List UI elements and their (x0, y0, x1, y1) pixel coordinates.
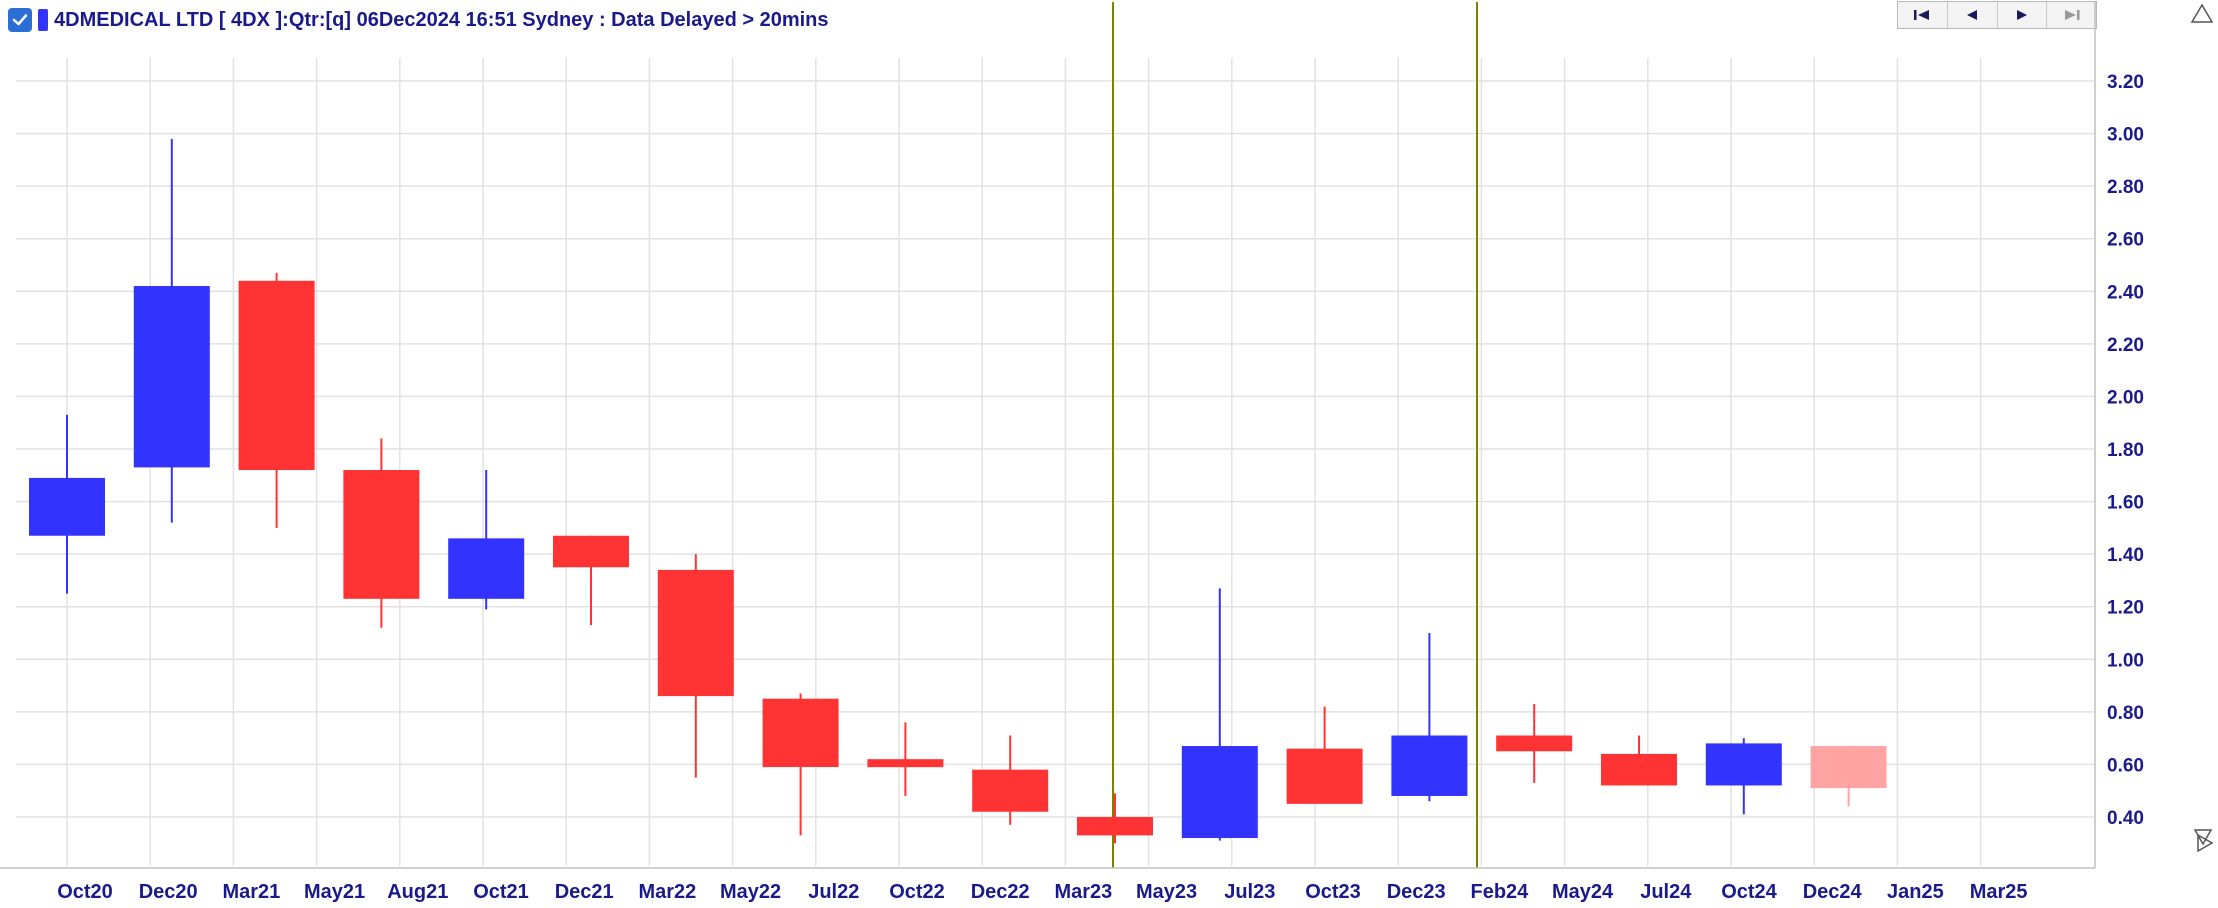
y-tick-label: 2.60 (2107, 230, 2144, 251)
candle[interactable] (1391, 633, 1468, 802)
series-color-swatch (38, 9, 48, 31)
candle[interactable] (867, 722, 944, 796)
x-tick-label: May24 (1552, 881, 1614, 903)
candle-body (1286, 748, 1363, 804)
chart-title: 4DMEDICAL LTD [ 4DX ]:Qtr:[q] 06Dec2024 … (54, 8, 829, 31)
previous-icon (1967, 10, 1978, 20)
x-tick-label: Mar22 (638, 881, 696, 903)
x-tick-label: Dec24 (1803, 881, 1863, 903)
y-tick-label: 0.40 (2107, 808, 2144, 829)
y-tick-label: 1.60 (2107, 493, 2144, 514)
y-tick-label: 3.20 (2107, 72, 2144, 93)
scroll-down-icon[interactable] (2192, 826, 2214, 848)
candle-body (867, 759, 944, 768)
y-tick-label: 2.00 (2107, 387, 2144, 408)
y-tick-label: 2.40 (2107, 282, 2144, 303)
candle-body (1077, 817, 1153, 836)
candle-body (762, 698, 839, 768)
x-tick-label: Mar23 (1054, 881, 1112, 903)
x-tick-label: Jan25 (1887, 881, 1944, 903)
x-tick-label: Feb24 (1470, 881, 1529, 903)
y-tick-label: 1.80 (2107, 440, 2144, 461)
x-tick-label: Aug21 (387, 881, 448, 903)
candle-body (553, 535, 629, 568)
candle[interactable] (1286, 706, 1363, 804)
y-tick-label: 1.00 (2107, 650, 2144, 671)
candle-body (1810, 746, 1887, 789)
candle-body (1391, 735, 1468, 796)
previous-button[interactable] (1948, 2, 1998, 28)
candle-body (448, 538, 525, 599)
x-tick-label: Dec23 (1387, 881, 1446, 903)
x-tick-label: Jul22 (808, 881, 859, 903)
candle[interactable] (1496, 703, 1573, 783)
x-tick-label: May21 (304, 881, 365, 903)
x-tick-label: Oct21 (473, 881, 529, 903)
candle[interactable] (1077, 793, 1153, 844)
period-markers (1112, 2, 1478, 868)
axes: 3.20 3.00 2.80 2.60 2.40 2.20 2.00 1.80 1.60 1.40… (0, 2, 2144, 903)
next-icon (2016, 10, 2027, 20)
series-checkbox[interactable] (8, 8, 32, 32)
x-tick-label: Dec21 (555, 881, 614, 903)
candle-body (133, 286, 210, 468)
candle[interactable] (1810, 746, 1887, 807)
candle[interactable] (448, 470, 525, 610)
candle[interactable] (238, 272, 315, 528)
first-page-button[interactable] (1898, 2, 1948, 28)
first-page-icon (1914, 10, 1930, 20)
x-tick-label: Oct20 (57, 881, 113, 903)
grid (16, 58, 2094, 866)
candle-body (1601, 753, 1677, 786)
x-tick-label: Oct24 (1721, 881, 1777, 903)
candle[interactable] (1601, 735, 1677, 786)
scroll-right-icon[interactable] (2194, 832, 2216, 854)
candle[interactable] (762, 693, 839, 836)
candle-body (1181, 746, 1258, 839)
candle-body (343, 470, 420, 599)
candle[interactable] (133, 138, 210, 523)
candle[interactable] (343, 438, 420, 628)
last-page-icon (2064, 10, 2080, 20)
x-tick-label: Oct23 (1305, 881, 1361, 903)
checkmark-icon (12, 14, 28, 26)
y-tick-label: 0.80 (2107, 703, 2144, 724)
x-tick-label: Mar25 (1970, 881, 2028, 903)
x-tick-label: Mar21 (222, 881, 280, 903)
scroll-up-icon[interactable] (2190, 2, 2214, 26)
x-tick-label: Dec20 (139, 881, 198, 903)
x-tick-label: Oct22 (889, 881, 945, 903)
candle[interactable] (1181, 588, 1258, 841)
y-tick-label: 1.40 (2107, 545, 2144, 566)
candle-body (238, 280, 315, 471)
candle[interactable] (657, 554, 734, 778)
y-tick-label: 1.20 (2107, 598, 2144, 619)
chart-header: 4DMEDICAL LTD [ 4DX ]:Qtr:[q] 06Dec2024 … (8, 4, 829, 36)
candle-body (1705, 743, 1782, 786)
x-tick-label: Jul24 (1640, 881, 1692, 903)
candle-body (972, 769, 1049, 812)
last-page-button[interactable] (2047, 2, 2096, 28)
y-tick-label: 0.60 (2107, 755, 2144, 776)
x-tick-label: May22 (720, 881, 781, 903)
x-tick-label: Jul23 (1224, 881, 1275, 903)
y-tick-label: 2.20 (2107, 335, 2144, 356)
candle[interactable] (1705, 738, 1782, 815)
candle[interactable] (553, 535, 629, 626)
candle-body (1496, 735, 1573, 752)
candle[interactable] (29, 414, 105, 594)
y-tick-label: 2.80 (2107, 177, 2144, 198)
navigation-controls (1897, 1, 2097, 29)
y-tick-label: 3.00 (2107, 125, 2144, 146)
x-tick-label: May23 (1136, 881, 1197, 903)
candle-body (657, 569, 734, 697)
candles (29, 138, 1887, 844)
x-tick-label: Dec22 (971, 881, 1030, 903)
candle[interactable] (972, 735, 1049, 825)
candle-body (29, 477, 105, 536)
next-button[interactable] (1998, 2, 2048, 28)
